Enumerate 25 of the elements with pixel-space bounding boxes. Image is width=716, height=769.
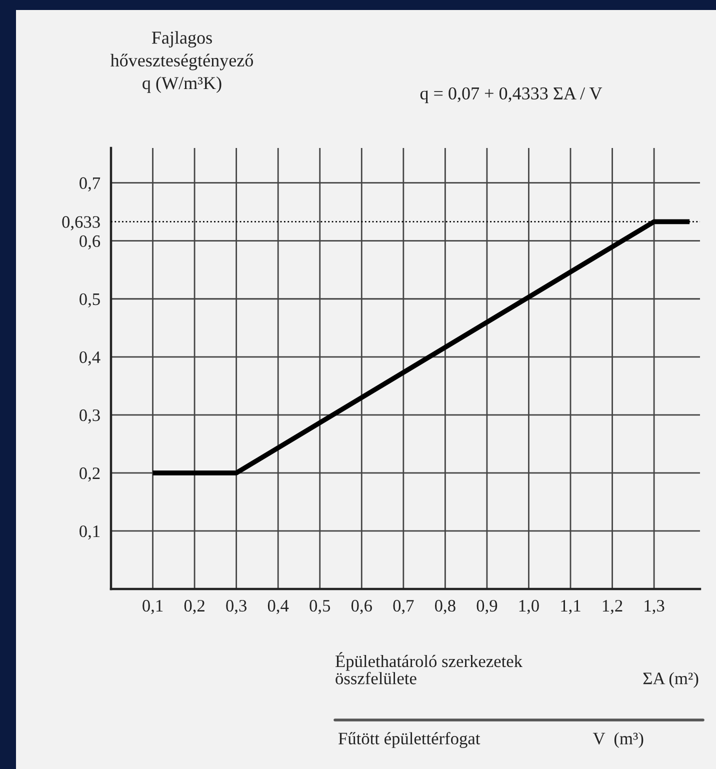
x-tick-label: 1,1 (561, 600, 580, 614)
y-tick-label: 0,4 (80, 351, 100, 366)
y-tick-label: 0,633 (62, 216, 100, 230)
x-tick-label: 1,3 (644, 600, 664, 614)
x-tick-label: 0,1 (142, 600, 163, 614)
x-tick-label: 0,8 (434, 600, 456, 614)
x-axis-title: Épülethatároló szerkezetek összfelülete ΣA (m²) (336, 652, 698, 688)
y-tick-label: 0,3 (80, 409, 100, 424)
y-tick-label: 0,2 (80, 467, 100, 482)
x-tick-label: 0,3 (226, 600, 246, 614)
x-tick-label: 0,4 (268, 600, 289, 614)
y-axis-title: Fajlagos hőveszteségtényező q (W/m³K) (110, 31, 253, 93)
y-tick-label: 0,6 (80, 235, 100, 250)
y-tick-label: 0,5 (80, 293, 100, 308)
x-tick-label: 0,5 (310, 600, 330, 614)
x-tick-label: 0,7 (393, 600, 414, 614)
x-tick-label: 0,2 (184, 600, 204, 614)
x-tick-label: 0,6 (351, 600, 372, 614)
x-tick-label: 0,9 (476, 600, 498, 614)
x-tick-label: 1,2 (602, 600, 622, 614)
y-tick-label: 0,1 (80, 525, 100, 540)
text: q = 0,07 + 0,4333 ΣA / V (420, 87, 602, 104)
text: Fűtött épülettérfogat V (m³) (338, 732, 644, 748)
y-tick-label: 0,7 (80, 177, 100, 192)
x-tick-label: 1,0 (519, 600, 539, 614)
